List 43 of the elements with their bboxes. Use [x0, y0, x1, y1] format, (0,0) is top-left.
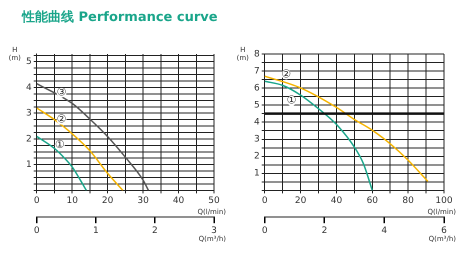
y-tick-label: 2 — [26, 134, 32, 144]
y-tick-label: 1 — [26, 160, 32, 170]
x-tick-label: 10 — [66, 196, 78, 206]
annotation: ① — [286, 94, 297, 107]
y-tick-label: 3 — [254, 134, 260, 145]
x-tick-label: 0 — [262, 196, 268, 206]
y-tick-label: 4 — [254, 118, 260, 128]
x2-tick-label: 2 — [322, 226, 328, 236]
y-tick-label: 4 — [26, 82, 32, 93]
line-series — [36, 136, 88, 190]
x2-tick-label: 0 — [34, 226, 40, 236]
x2-tick-label: 1 — [92, 226, 99, 236]
y-tick-label: 7 — [254, 66, 260, 76]
y-tick-label: 6 — [254, 83, 260, 94]
x-tick-label: 20 — [294, 196, 307, 206]
x2-tick-label: 2 — [152, 226, 158, 236]
x-tick-label: 60 — [366, 196, 378, 206]
line-series — [36, 82, 150, 190]
x2-tick-label: 4 — [381, 226, 388, 236]
chart-title: 性能曲线 Performance curve — [22, 9, 218, 26]
y-tick-label: 5 — [254, 100, 260, 110]
x2-tick-label: 3 — [211, 226, 217, 236]
y-tick-label: 2 — [254, 152, 260, 162]
x-tick-label: 0 — [34, 196, 40, 206]
annotation: ② — [281, 67, 292, 80]
line-series — [36, 107, 124, 190]
y-tick-label: 5 — [26, 57, 32, 68]
annotation: ② — [56, 112, 67, 126]
line-series — [264, 80, 374, 190]
annotation: ① — [54, 138, 65, 152]
annotation: ③ — [56, 85, 67, 98]
x2-tick-label: 0 — [262, 226, 268, 236]
y-tick-label: 8 — [254, 49, 260, 60]
x-tick-label: 80 — [402, 196, 414, 206]
x-tick-label: 40 — [330, 196, 342, 206]
x-tick-label: 20 — [102, 196, 114, 206]
x-tick-label: 30 — [137, 196, 150, 206]
y-tick-label: 1 — [254, 168, 260, 179]
x-tick-label: 40 — [172, 196, 185, 206]
x-tick-label: 100 — [435, 196, 453, 206]
x2-tick-label: 6 — [441, 226, 448, 236]
x-tick-label: 50 — [208, 196, 220, 206]
y-tick-label: 3 — [26, 108, 32, 119]
